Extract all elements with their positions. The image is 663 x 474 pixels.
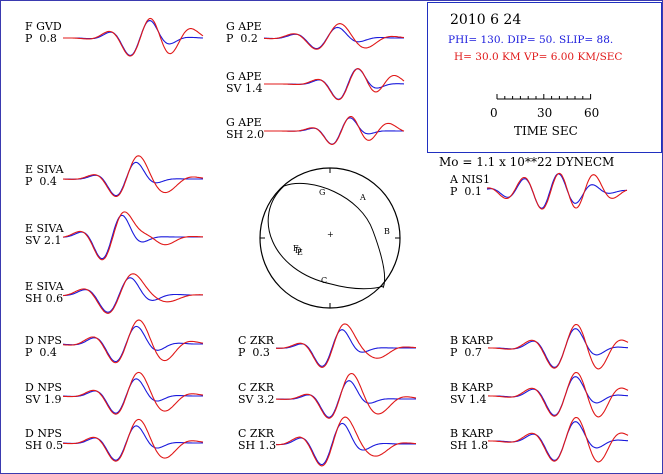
trace-label-e-siva-sv: E SIVA SV 2.1 [25,222,64,247]
synthetic-waveform [275,372,417,419]
synthetic-waveform [488,416,629,463]
observed-waveform [488,421,628,461]
trace-label-b-karp-sv: B KARP SV 1.4 [450,381,493,406]
synthetic-waveform [276,416,417,467]
synthetic-waveform [488,323,629,370]
beachball-label-b: B [384,227,390,236]
synthetic-waveform [62,418,204,462]
observed-waveform [486,173,627,209]
synthetic-waveform [263,23,405,50]
observed-waveform [63,378,203,414]
synthetic-waveform [486,172,628,210]
beachball-center-mark: + [327,230,334,239]
synthetic-waveform [63,155,204,198]
observed-waveform [488,328,628,368]
time-scale-tick-30: 30 [537,106,553,120]
observed-waveform [63,20,204,56]
time-scale-tick-0: 0 [490,106,498,120]
beachball-label-d: D [295,246,302,255]
trace-label-d-nps-p: D NPS P 0.4 [25,334,62,359]
observed-waveform [63,161,203,197]
time-scale-tick-60: 60 [584,106,600,120]
beachball-label-e: E [297,248,303,257]
trace-label-b-karp-p: B KARP P 0.7 [450,334,493,359]
observed-waveform [275,329,416,367]
focal-mechanism-params: PHI= 130. DIP= 50. SLIP= 88. [448,34,614,46]
beachball-label-f: F [293,244,299,253]
trace-label-c-zkr-p: C ZKR P 0.3 [238,334,275,359]
trace-label-e-siva-p: E SIVA P 0.4 [25,163,64,188]
observed-waveform [63,277,203,313]
synthetic-waveform [62,319,204,364]
synthetic-waveform [264,68,405,101]
trace-label-d-nps-sh: D NPS SH 0.5 [25,427,64,452]
event-date: 2010 6 24 [450,12,522,28]
trace-label-g-ape-sh: G APE SH 2.0 [226,116,265,141]
synthetic-waveform [488,371,629,418]
seismic-moment: Mo = 1.1 x 10**22 DYNECM [439,155,615,169]
beachball-label-g: G [319,188,326,197]
synthetic-waveform [264,115,405,145]
observed-waveform [62,325,203,363]
event-info-box: 2010 6 24 PHI= 130. DIP= 50. SLIP= 88. H… [427,2,662,153]
observed-waveform [275,422,416,466]
observed-waveform [488,376,628,416]
trace-label-g-ape-p: G APE P 0.2 [226,20,262,45]
trace-label-c-zkr-sv: C ZKR SV 3.2 [238,381,275,406]
observed-waveform [263,26,404,50]
trace-label-a-nis1-p: A NIS1 P 0.1 [450,173,490,198]
trace-label-c-zkr-sh: C ZKR SH 1.3 [238,427,277,452]
synthetic-waveform [62,273,203,314]
nodal-plane-2 [283,182,386,289]
synthetic-waveform [63,17,204,57]
synthetic-waveform [62,211,203,261]
observed-waveform [63,425,203,461]
beachball-label-a: A [360,193,366,202]
trace-label-b-karp-sh: B KARP SH 1.8 [450,427,493,452]
depth-velocity-params: H= 30.0 KM VP= 6.00 KM/SEC [454,51,623,63]
trace-label-g-ape-sv: G APE SV 1.4 [226,70,263,95]
trace-label-d-nps-sv: D NPS SV 1.9 [25,381,62,406]
synthetic-waveform [276,323,417,368]
observed-waveform [276,380,416,418]
time-scale-label: TIME SEC [514,124,578,138]
observed-waveform [62,214,203,260]
trace-label-f-gvd-p: F GVD P 0.8 [25,20,62,45]
trace-label-e-siva-sh: E SIVA SH 0.6 [25,280,64,305]
beachball-label-c: C [321,276,328,285]
synthetic-waveform [62,371,204,415]
nodal-plane-1 [267,185,384,290]
